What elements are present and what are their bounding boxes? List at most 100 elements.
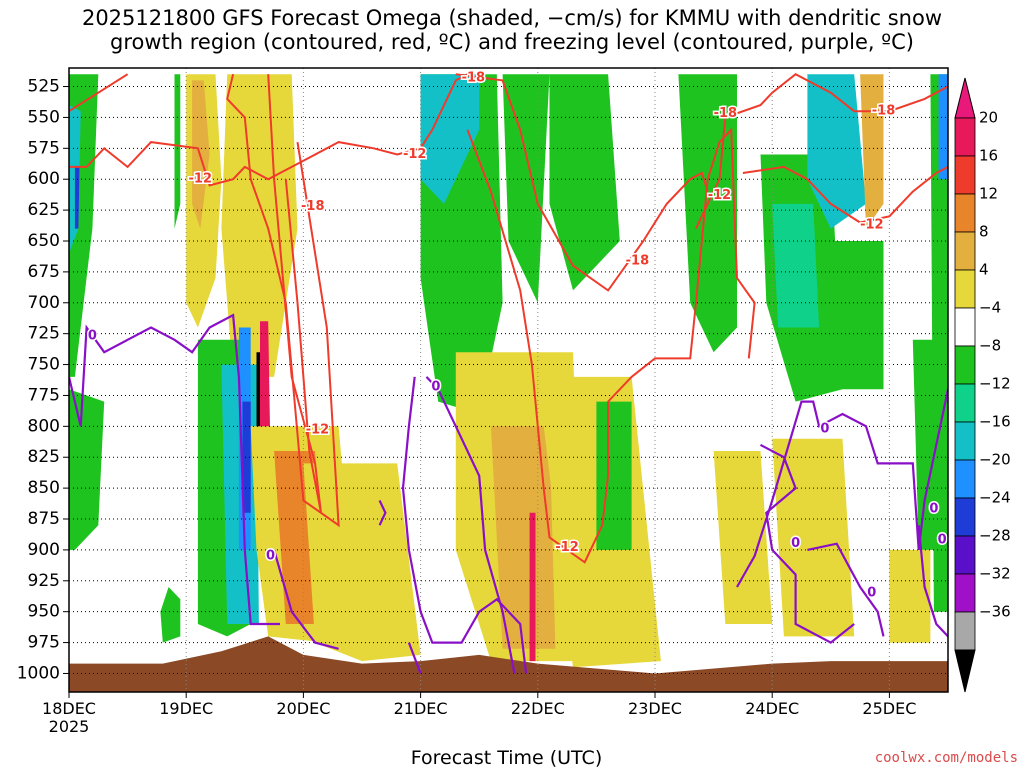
contour-label-10: -12 <box>860 217 884 232</box>
colorbar-label-5: −4 <box>979 299 1001 317</box>
contour-label-17: 0 <box>929 502 938 517</box>
omega-region-31 <box>807 74 866 229</box>
colorbar-label-13: −36 <box>979 603 1011 621</box>
omega-region-32 <box>830 241 884 390</box>
dgz-contour-1 <box>69 73 468 187</box>
y-tick-label-13: 850 <box>28 478 60 498</box>
y-tick-label-14: 875 <box>28 509 60 529</box>
colorbar-swatch-5 <box>954 307 976 347</box>
colorbar-swatch-4 <box>954 269 976 309</box>
y-tick-label-11: 800 <box>28 416 60 436</box>
colorbar-label-1: 16 <box>979 147 998 165</box>
contour-label-7: -18 <box>714 106 738 121</box>
contour-label-6: -12 <box>555 540 579 555</box>
freezing-contour-8 <box>807 542 885 637</box>
colorbar-swatch-11 <box>954 535 976 575</box>
freezing-contour-2 <box>378 500 387 526</box>
colorbar-label-10: −24 <box>979 489 1011 507</box>
colorbar-swatch-6 <box>954 345 976 385</box>
colorbar-bottom-arrow <box>954 649 976 693</box>
omega-region-38 <box>889 549 931 643</box>
contour-label-12: 0 <box>266 549 275 564</box>
colorbar-swatch-2 <box>954 193 976 233</box>
dgz-contour-4 <box>455 73 709 292</box>
colorbar-label-6: −8 <box>979 337 1001 355</box>
omega-region-9 <box>69 389 105 550</box>
contour-label-5: -12 <box>306 423 330 438</box>
y-tick-label-18: 975 <box>28 633 60 653</box>
y-tick-label-2: 575 <box>28 138 60 158</box>
chart-title-line2: growth region (contoured, red, ºC) and f… <box>110 30 914 54</box>
colorbar-label-2: 12 <box>979 185 998 203</box>
colorbar-label-8: −16 <box>979 413 1011 431</box>
omega-region-25 <box>549 74 620 291</box>
omega-region-36 <box>930 74 948 612</box>
colorbar-label-0: 20 <box>979 109 998 127</box>
x-tick-label-6: 24DEC <box>745 699 799 718</box>
site-credit: coolwx.com/models <box>874 750 1018 766</box>
contour-label-16: 0 <box>867 586 876 601</box>
colorbar-swatch-10 <box>954 497 976 537</box>
colorbar-label-4: 4 <box>979 261 989 279</box>
contour-label-1: -12 <box>189 172 213 187</box>
omega-region-22 <box>490 426 556 649</box>
colorbar-swatch-9 <box>954 459 976 499</box>
y-tick-label-1: 550 <box>28 107 60 127</box>
colorbar-top-arrow <box>954 77 976 119</box>
colorbar-swatch-0 <box>954 117 976 157</box>
colorbar-swatch-13 <box>954 611 976 651</box>
contour-label-0: -18 <box>462 70 486 85</box>
contour-label-9: -18 <box>872 104 896 119</box>
x-tick-label-5: 23DEC <box>628 699 682 718</box>
y-tick-label-9: 750 <box>28 355 60 375</box>
freezing-contour-3 <box>407 642 422 674</box>
colorbar-label-12: −32 <box>979 565 1011 583</box>
contour-label-3: -12 <box>403 147 427 162</box>
y-tick-label-7: 700 <box>28 293 60 313</box>
y-tick-label-17: 950 <box>28 602 60 622</box>
contour-label-14: 0 <box>820 421 829 436</box>
omega-region-19 <box>420 74 480 204</box>
omega-region-37 <box>938 74 948 180</box>
omega-region-26 <box>596 401 632 550</box>
contour-label-15: 0 <box>791 536 800 551</box>
dgz-contour-6 <box>695 73 948 230</box>
y-tick-label-10: 775 <box>28 385 60 405</box>
dgz-contour-0 <box>69 73 129 113</box>
chart-title-line1: 2025121800 GFS Forecast Omega (shaded, −… <box>81 6 943 30</box>
y-tick-label-4: 625 <box>28 200 60 220</box>
contour-label-2: -18 <box>301 199 325 214</box>
freezing-contour-5 <box>401 376 528 674</box>
freezing-contour-9 <box>917 525 948 638</box>
freezing-contour-6 <box>736 389 948 588</box>
plot-frame <box>68 67 949 693</box>
freezing-contour-4 <box>425 376 516 674</box>
dgz-contour-5 <box>466 127 756 564</box>
omega-region-33 <box>860 74 884 229</box>
freezing-contour-1 <box>273 549 339 650</box>
x-axis-label: Forecast Time (UTC) <box>411 747 602 768</box>
y-tick-label-19: 1000 <box>17 663 60 683</box>
x-tick-sublabel-0: 2025 <box>49 717 90 736</box>
contour-label-8: -12 <box>708 188 732 203</box>
colorbar-label-3: 8 <box>979 223 989 241</box>
omega-region-30 <box>772 203 820 328</box>
omega-region-6 <box>221 74 298 377</box>
colorbar-swatch-8 <box>954 421 976 461</box>
contour-label-18: 0 <box>938 533 947 548</box>
colorbar-label-11: −28 <box>979 527 1011 545</box>
omega-region-20 <box>502 74 550 303</box>
omega-region-34 <box>772 438 855 637</box>
x-tick-label-2: 20DEC <box>276 699 330 718</box>
x-tick-label-3: 21DEC <box>394 699 448 718</box>
y-tick-label-8: 725 <box>28 324 60 344</box>
x-tick-label-1: 19DEC <box>159 699 213 718</box>
colorbar-swatch-3 <box>954 231 976 271</box>
contour-label-11: 0 <box>88 329 97 344</box>
omega-region-2 <box>74 166 80 229</box>
y-tick-label-6: 675 <box>28 262 60 282</box>
colorbar-swatch-1 <box>954 155 976 195</box>
x-tick-label-7: 25DEC <box>862 699 916 718</box>
y-tick-label-0: 525 <box>28 77 60 97</box>
